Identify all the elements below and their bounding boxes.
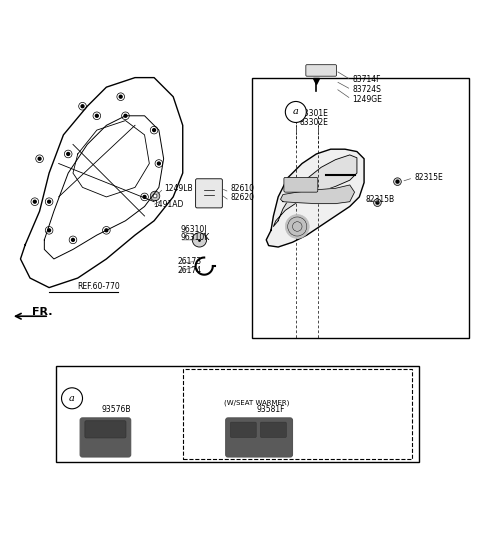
Circle shape [81,105,84,108]
Circle shape [61,388,83,409]
Text: 93576B: 93576B [102,405,131,414]
FancyBboxPatch shape [56,366,419,462]
Text: (W/SEAT WARMER): (W/SEAT WARMER) [224,400,289,407]
Circle shape [157,162,160,165]
FancyBboxPatch shape [226,418,292,457]
Text: 82610: 82610 [230,184,254,193]
Circle shape [192,233,206,247]
Circle shape [285,215,309,238]
Circle shape [143,195,146,198]
FancyBboxPatch shape [230,422,256,438]
Circle shape [394,178,401,185]
Circle shape [153,194,157,198]
Text: 26174: 26174 [178,266,202,275]
Text: REF.60-770: REF.60-770 [78,282,120,291]
Polygon shape [266,149,364,247]
Circle shape [373,199,381,206]
Text: 82315B: 82315B [365,195,394,204]
FancyBboxPatch shape [252,78,469,338]
Text: 83724S: 83724S [352,85,381,94]
Circle shape [72,238,74,241]
Text: 82315E: 82315E [414,173,443,183]
Circle shape [38,157,41,160]
Polygon shape [274,155,357,227]
Circle shape [396,180,399,183]
Text: 96310J: 96310J [180,225,207,234]
FancyBboxPatch shape [85,420,126,438]
Circle shape [376,201,379,204]
Text: 96310K: 96310K [180,234,210,243]
FancyBboxPatch shape [80,418,131,457]
Text: 93581F: 93581F [257,405,285,414]
FancyBboxPatch shape [183,369,412,459]
Text: a: a [293,107,299,117]
Text: 26173: 26173 [178,257,202,266]
Text: FR.: FR. [33,307,53,317]
Circle shape [105,229,108,232]
Text: a: a [69,394,75,403]
Circle shape [153,129,156,132]
Text: 82620: 82620 [230,193,254,202]
Text: 1249GE: 1249GE [352,95,382,104]
FancyBboxPatch shape [284,177,318,192]
Text: 83301E: 83301E [300,109,328,118]
Circle shape [150,191,160,201]
FancyBboxPatch shape [196,179,222,208]
FancyBboxPatch shape [261,422,286,438]
Text: 1491AD: 1491AD [153,200,183,209]
Text: 83714F: 83714F [352,76,381,84]
Circle shape [67,153,70,155]
Circle shape [48,200,50,203]
Circle shape [96,114,98,117]
FancyBboxPatch shape [306,65,336,76]
Circle shape [124,114,127,117]
Circle shape [48,229,50,232]
Circle shape [285,101,306,122]
Circle shape [34,200,36,203]
Circle shape [119,95,122,98]
Text: 83302E: 83302E [300,119,328,127]
Text: 1249LB: 1249LB [165,184,193,193]
Polygon shape [281,185,355,204]
